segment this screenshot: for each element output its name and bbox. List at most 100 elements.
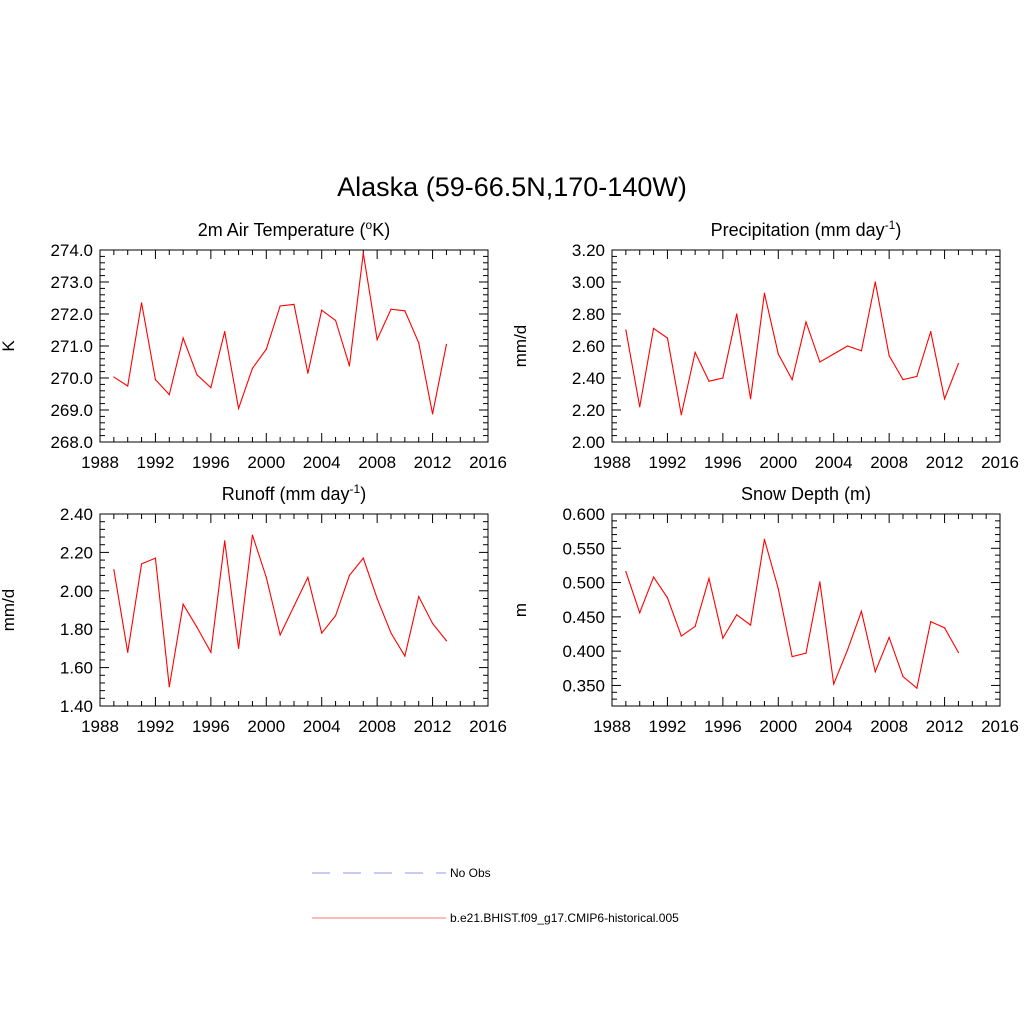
data-point (819, 361, 821, 363)
y-tick-label: 3.20 (572, 241, 605, 260)
y-tick-label: 0.350 (562, 676, 605, 695)
data-point (736, 313, 738, 315)
data-point (154, 557, 157, 559)
data-point (957, 651, 960, 654)
data-point (196, 374, 198, 376)
panel-precipitation: 1988 1992 1996 2000 2004 2008 2012 2016 2.00 2.20… (511, 218, 1019, 472)
y-tick-label: 2.40 (572, 369, 605, 388)
data-point (805, 321, 807, 323)
x-tick-label: 2008 (358, 453, 396, 472)
data-point (874, 281, 876, 283)
data-point (916, 687, 918, 689)
y-tick-label: 0.550 (562, 539, 605, 558)
data-point (376, 597, 378, 600)
x-tick-label: 2016 (469, 717, 507, 736)
data-point (334, 615, 337, 617)
data-point (652, 576, 655, 578)
data-point (127, 385, 129, 387)
data-point (694, 625, 696, 628)
data-point (307, 576, 309, 578)
data-point (321, 309, 323, 311)
data-point (943, 398, 946, 400)
series-line (113, 534, 447, 687)
x-tick-label: 1988 (593, 453, 631, 472)
data-point (625, 329, 627, 331)
data-point (777, 588, 779, 590)
legend-label-model: b.e21.BHIST.f09_g17.CMIP6-historical.005 (450, 911, 679, 925)
panel-title-main: Snow Depth (m) (741, 484, 871, 504)
data-point (154, 379, 157, 381)
panel-title-suffix: ) (360, 484, 366, 504)
data-point (902, 675, 904, 678)
data-point (930, 331, 932, 333)
x-tick-label: 1992 (649, 717, 687, 736)
data-point (694, 351, 696, 353)
y-tick-label: 3.00 (572, 273, 605, 292)
data-point (168, 686, 170, 688)
data-point (113, 569, 115, 571)
x-tick-label: 2016 (981, 717, 1019, 736)
data-point (418, 342, 420, 344)
panel-title-superscript: -1 (885, 218, 896, 232)
data-point (140, 563, 143, 565)
panel-title-main: Runoff (mm day (222, 484, 350, 504)
y-axis-label: m (511, 603, 530, 617)
x-tick-label: 1992 (649, 453, 687, 472)
data-point (708, 577, 710, 580)
y-tick-label: 274.0 (50, 241, 93, 260)
data-point (888, 636, 890, 639)
data-point (431, 622, 434, 625)
y-tick-label: 268.0 (50, 433, 93, 452)
data-point (666, 337, 669, 339)
y-tick-label: 272.0 (50, 305, 93, 324)
data-point (348, 365, 351, 367)
data-point (334, 319, 337, 321)
y-tick-label: 2.60 (572, 337, 605, 356)
data-point (860, 610, 863, 612)
panel-title: 2m Air Temperature (oK) (198, 218, 390, 240)
data-point (652, 327, 655, 329)
data-point (639, 406, 641, 408)
y-tick-label: 0.500 (562, 574, 605, 593)
x-tick-label: 1988 (81, 453, 119, 472)
x-tick-label: 2016 (469, 453, 507, 472)
x-tick-label: 2000 (759, 453, 797, 472)
x-tick-label: 2000 (759, 717, 797, 736)
legend: No Obs b.e21.BHIST.f09_g17.CMIP6-histori… (312, 866, 679, 925)
data-point (251, 534, 254, 536)
y-tick-label: 271.0 (50, 337, 93, 356)
x-tick-label: 2004 (303, 453, 341, 472)
data-point (293, 303, 295, 305)
x-tick-label: 2004 (815, 453, 853, 472)
x-tick-label: 2004 (303, 717, 341, 736)
x-tick-label: 2000 (247, 717, 285, 736)
x-tick-label: 2008 (870, 717, 908, 736)
panel-title-suffix: ) (895, 220, 901, 240)
data-point (930, 621, 932, 623)
data-point (140, 302, 143, 304)
panel-title-superscript: -1 (350, 482, 361, 496)
data-point (888, 355, 890, 357)
y-tick-label: 273.0 (50, 273, 93, 292)
y-tick-label: 2.80 (572, 305, 605, 324)
data-point (749, 624, 752, 626)
plot-frame (99, 249, 489, 443)
data-point (251, 367, 254, 369)
y-tick-label: 0.450 (562, 608, 605, 627)
data-point (210, 387, 212, 389)
data-point (916, 375, 918, 377)
x-tick-label: 2012 (414, 453, 452, 472)
x-tick-label: 1996 (192, 717, 230, 736)
y-tick-label: 2.20 (572, 401, 605, 420)
x-tick-label: 2012 (414, 717, 452, 736)
data-point (113, 376, 115, 378)
plot-frame (611, 249, 1001, 443)
data-point (763, 292, 766, 294)
data-point (182, 337, 184, 339)
data-point (639, 612, 641, 614)
data-point (293, 605, 295, 607)
y-tick-label: 1.80 (60, 620, 93, 639)
panel-title: Precipitation (mm day-1) (711, 218, 902, 240)
data-point (390, 308, 392, 310)
data-point (224, 540, 226, 542)
